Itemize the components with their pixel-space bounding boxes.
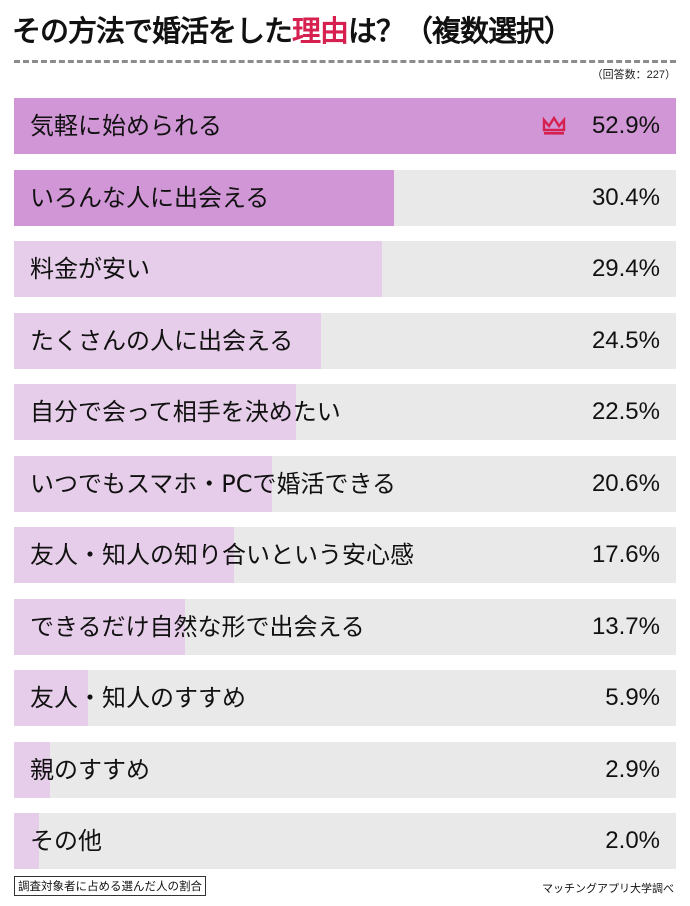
- bar-value: 22.5%: [591, 398, 660, 425]
- bar-row: 気軽に始められる 52.9%: [14, 98, 676, 154]
- dashed-divider: [14, 60, 676, 63]
- bar-fill: [14, 241, 382, 297]
- bar-value: 29.4%: [591, 255, 660, 282]
- bar-value: 2.9%: [605, 755, 660, 783]
- bar-row: たくさんの人に出会える 24.5%: [14, 312, 676, 369]
- bar-fill: [14, 813, 40, 869]
- bar-row: 料金が安い 29.4%: [14, 241, 676, 297]
- bar-fill: [14, 670, 88, 726]
- bar-value: 30.4%: [591, 183, 660, 211]
- bar-row: 親のすすめ 2.9%: [14, 741, 676, 798]
- bar-label: 友人・知人のすすめ: [30, 684, 246, 712]
- bar-row: いつでもスマホ・PCで婚活できる 20.6%: [14, 455, 676, 512]
- bar-label: 親のすすめ: [30, 755, 150, 784]
- bar-label: いつでもスマホ・PCで婚活できる: [30, 469, 397, 498]
- bar-value: 5.9%: [605, 684, 660, 711]
- bar-value: 52.9%: [591, 112, 660, 139]
- bar-value: 13.7%: [591, 612, 660, 640]
- bar-fill: [14, 527, 235, 583]
- respondent-count: （回答数：227）: [591, 69, 676, 81]
- bar-label: 自分で会って相手を決めたい: [30, 398, 341, 426]
- crown-icon: [542, 116, 566, 135]
- bar-row: その他 2.0%: [14, 813, 676, 869]
- bar-label: 料金が安い: [30, 255, 150, 283]
- title-text: その方法で婚活をした: [12, 14, 293, 48]
- bar-value: 24.5%: [591, 326, 660, 354]
- title-suffix: は？（複数選択）: [348, 14, 573, 48]
- bar-label: いろんな人に出会える: [30, 183, 270, 212]
- bar-row: 友人・知人の知り合いという安心感 17.6%: [14, 527, 676, 583]
- bar-label: 気軽に始められる: [30, 112, 222, 140]
- bar-value: 17.6%: [591, 541, 660, 568]
- bar-row: できるだけ自然な形で出会える 13.7%: [14, 598, 676, 655]
- bar-label: 友人・知人の知り合いという安心感: [30, 541, 414, 569]
- title-highlight: 理由: [292, 14, 349, 48]
- bar-fill: [14, 741, 51, 798]
- bar-row: 友人・知人のすすめ 5.9%: [14, 670, 676, 726]
- bar-row: いろんな人に出会える 30.4%: [14, 169, 676, 226]
- bar-label: その他: [30, 827, 102, 855]
- bar-fill: [14, 169, 395, 226]
- bar-list: 気軽に始められる 52.9% いろんな人に出会える 30.4% 料金が安い 29.4% たく…: [14, 98, 676, 885]
- footnote: 調査対象者に占める選んだ人の割合: [14, 876, 206, 896]
- bar-value: 2.0%: [605, 827, 660, 854]
- bar-fill: [14, 98, 676, 154]
- bar-row: 自分で会って相手を決めたい 22.5%: [14, 384, 676, 440]
- bar-fill: [14, 598, 186, 655]
- bar-fill: [14, 455, 272, 512]
- bar-value: 20.6%: [591, 469, 660, 497]
- chart-title: その方法で婚活をした理由は？（複数選択）: [12, 8, 573, 50]
- bar-fill: [14, 312, 321, 369]
- bar-label: たくさんの人に出会える: [30, 326, 294, 355]
- bar-label: できるだけ自然な形で出会える: [30, 612, 365, 641]
- source-credit: マッチングアプリ大学調べ: [542, 882, 674, 895]
- bar-fill: [14, 384, 296, 440]
